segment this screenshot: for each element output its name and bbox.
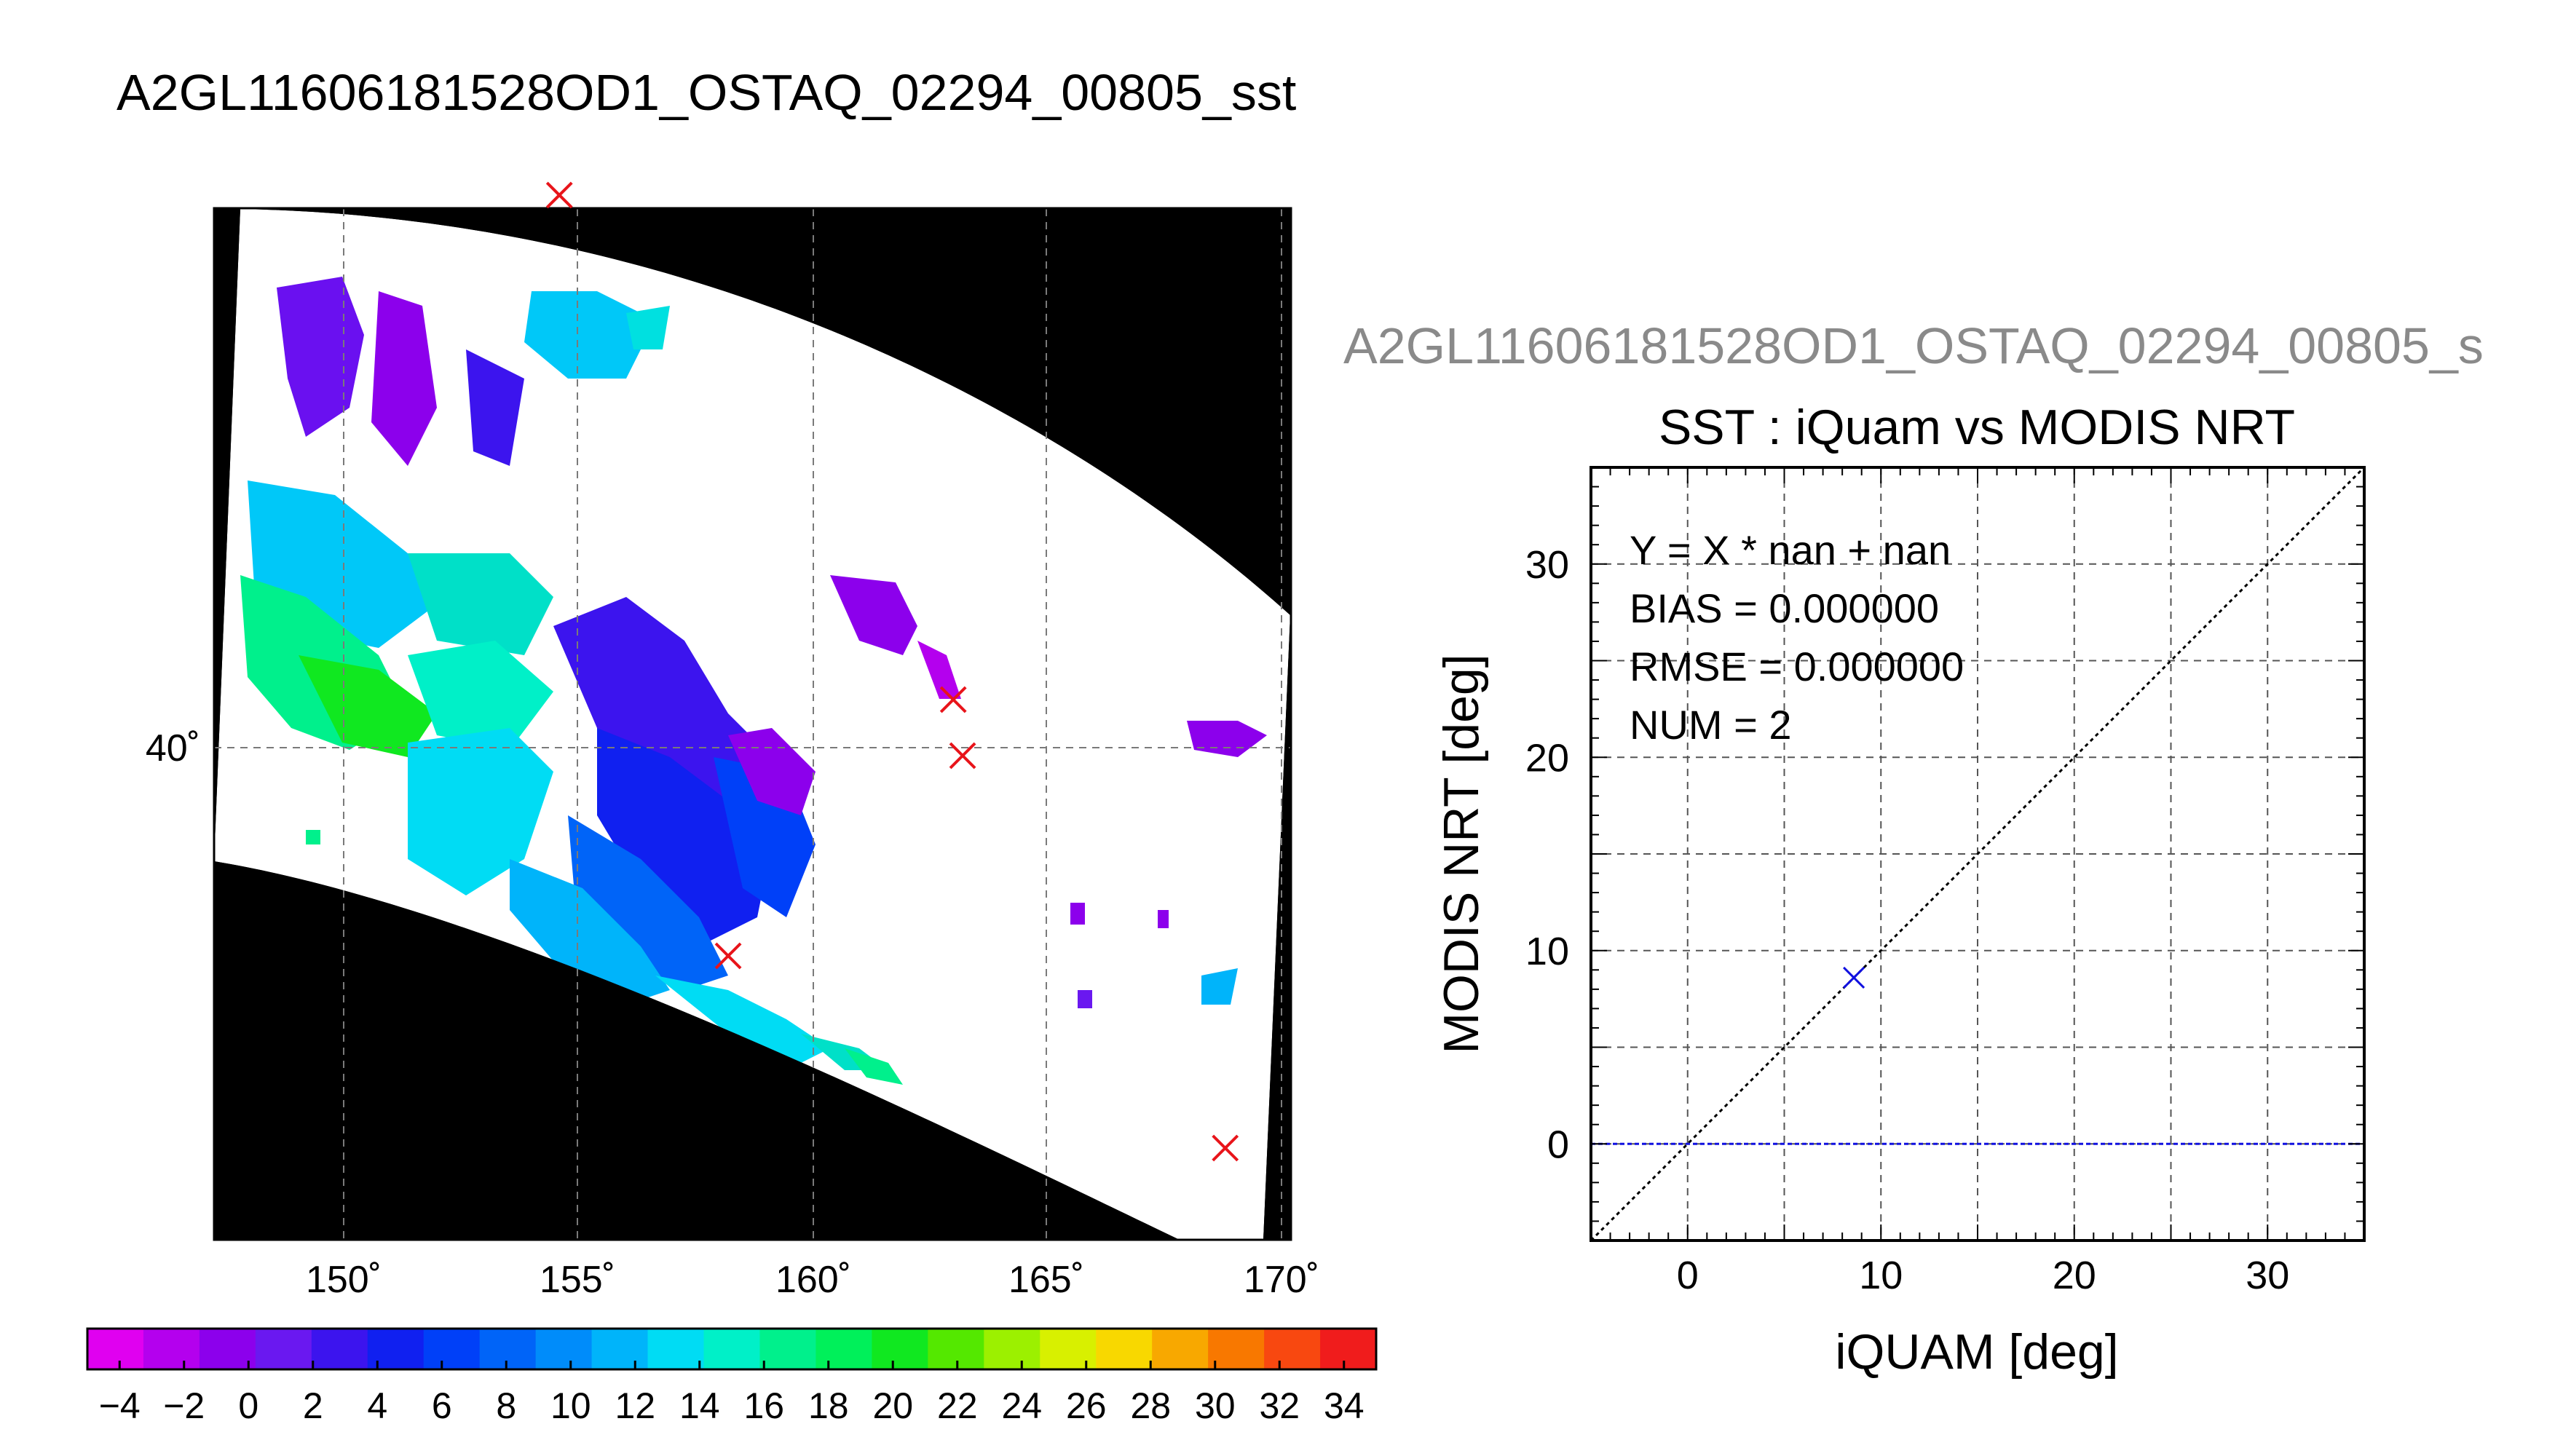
colorbar-cell xyxy=(1096,1329,1153,1369)
colorbar-tick-label: 12 xyxy=(615,1385,655,1426)
colorbar-cell xyxy=(872,1329,928,1369)
y-axis-label: MODIS NRT [deg] xyxy=(1434,654,1489,1053)
colorbar-tick-label: 2 xyxy=(303,1385,323,1426)
colorbar-tick-label: 4 xyxy=(367,1385,387,1426)
y-tick-label: 10 xyxy=(1525,930,1569,973)
black-bottom-wedge xyxy=(214,861,1180,1240)
lon-tick: 155˚ xyxy=(540,1259,615,1301)
chart-title: SST : iQuam vs MODIS NRT xyxy=(1659,400,2295,455)
colorbar-cell xyxy=(423,1329,481,1369)
x-tick-label: 10 xyxy=(1859,1254,1903,1297)
colorbar-tick-label: −2 xyxy=(163,1385,205,1426)
lon-tick: 165˚ xyxy=(1008,1259,1084,1301)
map-markers xyxy=(545,181,1239,1162)
colorbar-tick-label: 20 xyxy=(872,1385,913,1426)
colorbar-cell xyxy=(479,1329,537,1369)
black-right-edge xyxy=(1263,615,1290,1240)
rmse-text: RMSE = 0.000000 xyxy=(1630,644,1964,689)
scatter-point xyxy=(1843,966,1865,989)
colorbar-tick-label: 18 xyxy=(808,1385,849,1426)
black-top-wedge xyxy=(240,209,1290,615)
map-point-marker xyxy=(714,942,742,970)
colorbar-cell xyxy=(591,1329,649,1369)
colorbar-cell xyxy=(1208,1329,1265,1369)
x-tick-label: 20 xyxy=(2053,1254,2096,1297)
colorbar-cell xyxy=(143,1329,200,1369)
colorbar-tick-label: 0 xyxy=(238,1385,258,1426)
colorbar-tick-label: −4 xyxy=(99,1385,141,1426)
colorbar-cell xyxy=(647,1329,705,1369)
colorbar-cell xyxy=(1264,1329,1321,1369)
colorbar-frame xyxy=(86,1327,1378,1371)
black-left-edge xyxy=(214,209,240,861)
colorbar-tick-label: 16 xyxy=(743,1385,784,1426)
lon-tick: 160˚ xyxy=(775,1259,851,1301)
map-point-marker xyxy=(949,742,976,769)
swath-area xyxy=(214,209,1290,1240)
y-tick-label: 30 xyxy=(1525,543,1569,587)
map-grid xyxy=(214,209,1290,1240)
y-tick-label: 0 xyxy=(1547,1123,1569,1166)
bias-text: BIAS = 0.000000 xyxy=(1630,585,1939,631)
colorbar-tick-label: 14 xyxy=(679,1385,720,1426)
lat-tick: 40˚ xyxy=(146,727,200,769)
colorbar-tick-label: 30 xyxy=(1195,1385,1236,1426)
colorbar-cell xyxy=(255,1329,312,1369)
one-to-one-line xyxy=(1590,466,2366,1242)
colorbar-cell xyxy=(535,1329,593,1369)
lon-tick: 170˚ xyxy=(1244,1259,1319,1301)
map-point-marker xyxy=(1212,1134,1239,1162)
colorbar-tick-label: 22 xyxy=(937,1385,978,1426)
x-tick-label: 30 xyxy=(2246,1254,2289,1297)
map-point-marker xyxy=(939,686,967,713)
map-point-marker xyxy=(545,181,573,209)
stats-annotations: Y = X * nan + nan BIAS = 0.000000 RMSE =… xyxy=(1630,527,1964,748)
map-frame xyxy=(213,207,1292,1241)
colorbar-tick-label: 6 xyxy=(432,1385,452,1426)
colorbar-ticks: −4 −2 0 2 4 6 8 10 12 14 16 18 20 22 24 26 28 30 32 34 xyxy=(99,1361,1365,1426)
scatter-ticks: 0 10 20 30 0 10 20 30 xyxy=(1525,467,2365,1297)
colorbar-tick-label: 24 xyxy=(1001,1385,1042,1426)
colorbar-cell xyxy=(984,1329,1040,1369)
scatter-points xyxy=(1843,966,1865,989)
colorbar-cell xyxy=(311,1329,368,1369)
colorbar-cell xyxy=(703,1329,761,1369)
colorbar-cells xyxy=(87,1329,1377,1369)
colorbar-cell xyxy=(1152,1329,1209,1369)
y-tick-label: 20 xyxy=(1525,736,1569,780)
colorbar-tick-label: 8 xyxy=(496,1385,516,1426)
colorbar-tick-label: 32 xyxy=(1259,1385,1300,1426)
scatter-file-title: A2GL11606181528OD1_OSTAQ_02294_00805_s xyxy=(1343,317,2484,374)
colorbar-cell xyxy=(199,1329,256,1369)
main-title: A2GL11606181528OD1_OSTAQ_02294_00805_sst xyxy=(117,64,1297,121)
colorbar-cell xyxy=(1320,1329,1377,1369)
num-text: NUM = 2 xyxy=(1630,702,1792,748)
colorbar-tick-label: 10 xyxy=(550,1385,591,1426)
x-axis-label: iQUAM [deg] xyxy=(1835,1324,2118,1380)
x-tick-label: 0 xyxy=(1677,1254,1699,1297)
lon-tick: 150˚ xyxy=(306,1259,382,1301)
colorbar-cell xyxy=(759,1329,817,1369)
colorbar-tick-label: 34 xyxy=(1324,1385,1365,1426)
colorbar-cell xyxy=(816,1329,872,1369)
colorbar-tick-label: 28 xyxy=(1130,1385,1171,1426)
colorbar-tick-label: 26 xyxy=(1066,1385,1107,1426)
scatter-grid xyxy=(1591,467,2364,1241)
scatter-lines xyxy=(1590,466,2366,1242)
colorbar-cell xyxy=(87,1329,144,1369)
colorbar-cell xyxy=(928,1329,984,1369)
fit-equation: Y = X * nan + nan xyxy=(1630,527,1951,573)
sst-patches xyxy=(240,277,1267,1085)
